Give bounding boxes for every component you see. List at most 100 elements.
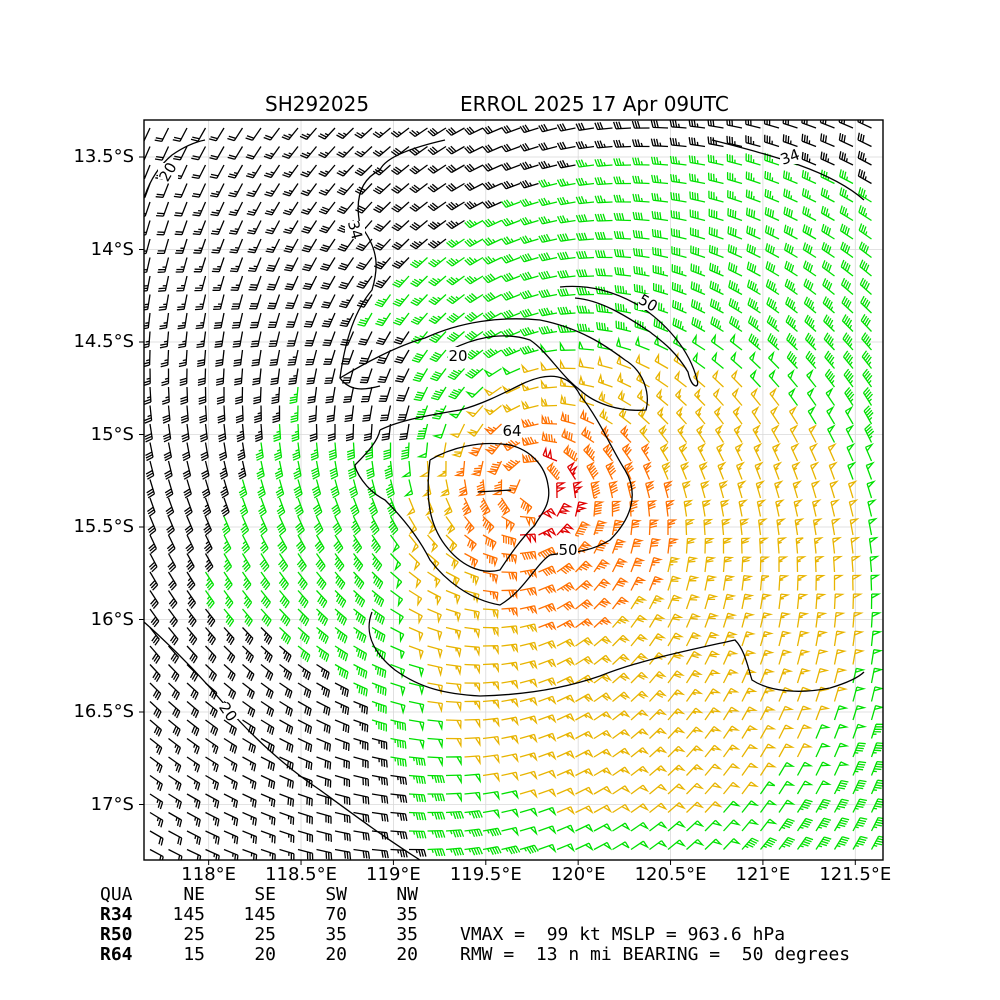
- wind-barb: [501, 643, 519, 654]
- wind-barb: [630, 671, 649, 684]
- wind-barb: [630, 728, 650, 739]
- wind-barb: [741, 574, 754, 591]
- wind-barb: [667, 613, 684, 628]
- wind-barb: [323, 349, 336, 365]
- wind-barb: [340, 331, 355, 346]
- wind-barb: [353, 571, 365, 590]
- wind-barb: [264, 201, 281, 216]
- wind-barb: [698, 461, 708, 480]
- wind-barb: [253, 386, 262, 405]
- wind-barb: [597, 355, 613, 370]
- wind-barb: [378, 386, 392, 402]
- wind-barb: [501, 236, 521, 246]
- wind-barb: [594, 177, 613, 186]
- wind-barb: [575, 141, 595, 150]
- wind-barb: [223, 830, 239, 845]
- lon-label: 119.5°E: [449, 864, 522, 885]
- wind-barb: [260, 700, 275, 717]
- wind-barb: [556, 178, 576, 187]
- wind-barb: [704, 650, 721, 665]
- wind-barb: [482, 144, 502, 154]
- wind-barb: [411, 331, 429, 344]
- wind-barb: [205, 848, 220, 860]
- wind-barb: [447, 368, 465, 381]
- wind-barb: [443, 497, 453, 517]
- wind-barb: [670, 192, 687, 203]
- wind-barb: [427, 645, 443, 660]
- wind-barb: [159, 331, 170, 349]
- wind-barb: [765, 279, 780, 296]
- wind-barb: [390, 830, 408, 840]
- wind-barb: [283, 220, 299, 235]
- wind-barb: [446, 312, 465, 324]
- vmax-mslp-stats: VMAX = 99 kt MSLP = 963.6 hPa: [460, 924, 786, 945]
- wind-barb: [237, 460, 247, 480]
- wind-barb: [801, 188, 817, 203]
- wind-barb: [482, 699, 500, 710]
- wind-barb: [392, 275, 410, 288]
- wind-barb: [576, 323, 595, 333]
- wind-barb: [283, 238, 299, 253]
- wind-barb: [593, 597, 612, 610]
- wind-barb: [223, 737, 238, 754]
- lon-label: 121.5°E: [819, 864, 892, 885]
- wind-barb: [614, 285, 632, 296]
- wind-barb: [815, 593, 827, 610]
- wind-barb: [747, 297, 761, 314]
- wind-barb: [354, 183, 373, 195]
- wind-barb: [870, 723, 883, 739]
- wind-barb: [345, 423, 355, 442]
- wind-barb: [242, 737, 257, 754]
- wind-barb: [410, 294, 428, 306]
- wind-barb: [216, 387, 225, 405]
- wind-barb: [346, 442, 356, 461]
- wind-barb: [559, 376, 576, 388]
- wind-barb: [774, 480, 784, 499]
- wind-barb: [482, 846, 502, 855]
- wind-barb: [556, 600, 576, 611]
- wind-barb: [870, 779, 883, 795]
- wind-barb: [575, 122, 595, 131]
- wind-barb: [362, 405, 373, 422]
- wind-barb: [242, 719, 256, 736]
- wind-barb: [353, 645, 368, 661]
- wind-barb: [297, 682, 312, 699]
- wind-barb: [804, 314, 817, 332]
- wind-barb: [279, 590, 290, 609]
- wind-barb: [864, 423, 875, 443]
- wind-barb: [427, 608, 442, 624]
- wind-barb: [194, 275, 207, 292]
- wind-barb: [501, 291, 521, 301]
- wind-barb: [501, 679, 519, 690]
- wind-barb: [379, 405, 392, 422]
- wind-barb: [796, 668, 812, 684]
- wind-barb: [614, 302, 632, 314]
- wind-barb: [520, 381, 539, 392]
- wind-barb: [805, 350, 817, 369]
- wind-barb: [723, 819, 742, 832]
- wind-barb: [745, 189, 761, 203]
- wind-barb: [593, 692, 613, 703]
- wind-barb: [149, 719, 162, 737]
- wind-barb: [812, 518, 823, 536]
- wind-barb: [839, 223, 854, 240]
- wind-barb: [219, 460, 229, 480]
- wind-barb: [710, 333, 724, 351]
- wind-barb: [260, 590, 271, 609]
- wind-barb: [749, 369, 761, 388]
- wind-barb: [815, 611, 828, 628]
- row-r50-ne: 25: [183, 924, 205, 945]
- wind-barb: [408, 830, 427, 839]
- wind-barb: [372, 146, 391, 157]
- row-r64-nw: 20: [396, 944, 418, 965]
- wind-barb: [144, 146, 151, 161]
- wind-barb: [501, 826, 519, 837]
- wind-barb: [319, 238, 336, 253]
- wind-barb: [752, 424, 762, 443]
- wind-barb: [445, 552, 459, 571]
- wind-barb: [712, 387, 724, 406]
- wind-barb: [204, 608, 216, 628]
- contour-label: 34: [344, 218, 366, 241]
- wind-barb: [310, 442, 319, 461]
- wind-barb: [669, 155, 687, 166]
